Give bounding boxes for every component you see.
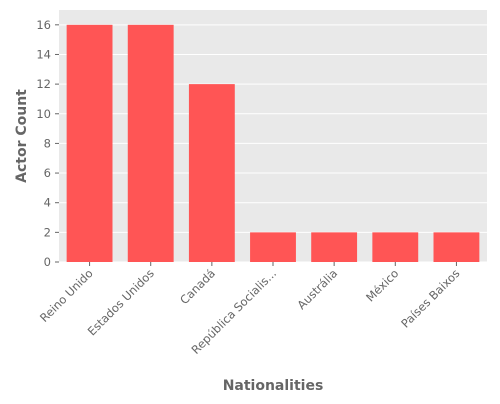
bar [372, 232, 419, 262]
x-tick-label: Países Baixos [398, 266, 462, 330]
bar [311, 232, 358, 262]
x-tick-label: Reino Unido [37, 266, 96, 325]
x-tick-label: Austrália [294, 266, 340, 312]
y-tick-label: 8 [44, 136, 51, 150]
y-tick-label: 12 [36, 77, 51, 91]
bar [127, 24, 174, 262]
x-axis-title: Nationalities [223, 378, 324, 394]
y-tick-label: 14 [36, 47, 51, 61]
bar [188, 84, 235, 262]
plot-area [59, 10, 487, 262]
y-tick-label: 10 [36, 107, 51, 121]
x-tick-label: Canadá [177, 266, 218, 307]
y-axis-ticks: 0 2 4 6 8 10 12 14 16 [36, 18, 59, 269]
x-tick-label: Estados Unidos [85, 266, 157, 338]
y-tick-label: 6 [44, 166, 51, 180]
y-tick-label: 0 [44, 255, 51, 269]
y-axis-title: Actor Count [14, 89, 30, 183]
bar [433, 232, 480, 262]
y-tick-label: 16 [36, 18, 51, 32]
bar [66, 24, 113, 262]
bar [250, 232, 296, 262]
bars [66, 24, 480, 262]
y-tick-label: 4 [44, 196, 51, 210]
y-tick-label: 2 [44, 225, 51, 239]
x-tick-label: México [363, 266, 401, 304]
